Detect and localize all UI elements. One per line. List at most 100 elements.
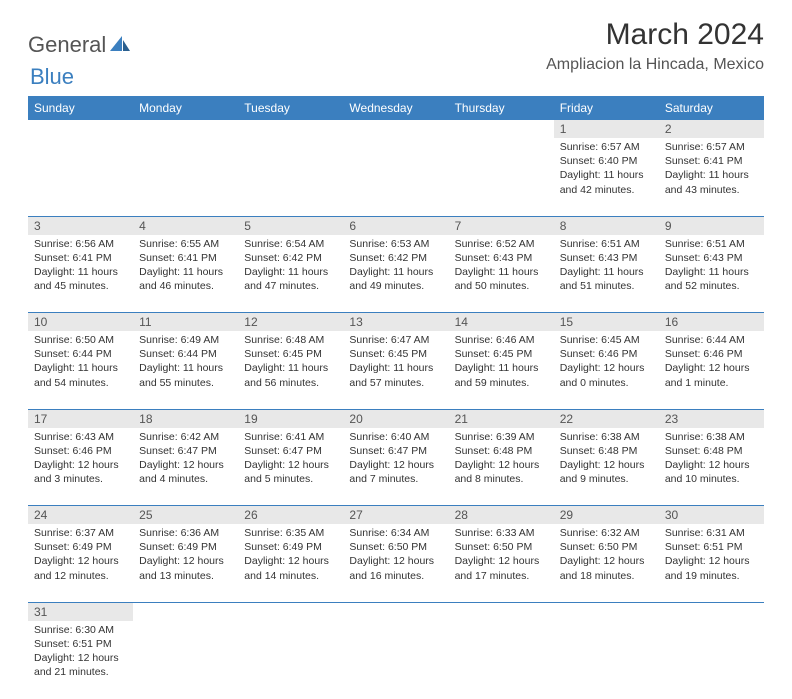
day-number: 22 — [554, 409, 659, 428]
day-cell: Sunrise: 6:38 AMSunset: 6:48 PMDaylight:… — [554, 428, 659, 506]
day-cell: Sunrise: 6:44 AMSunset: 6:46 PMDaylight:… — [659, 331, 764, 409]
day-number: 7 — [449, 216, 554, 235]
sunrise: Sunrise: 6:36 AM — [139, 526, 232, 540]
sunrise: Sunrise: 6:51 AM — [560, 237, 653, 251]
daylight: Daylight: 11 hours and 45 minutes. — [34, 265, 127, 293]
day-cell: Sunrise: 6:53 AMSunset: 6:42 PMDaylight:… — [343, 235, 448, 313]
day-cell — [554, 621, 659, 699]
daynum-row: 24252627282930 — [28, 506, 764, 525]
day-number: 27 — [343, 506, 448, 525]
day-number — [238, 120, 343, 138]
day-cell: Sunrise: 6:39 AMSunset: 6:48 PMDaylight:… — [449, 428, 554, 506]
day-number: 1 — [554, 120, 659, 138]
day-number: 17 — [28, 409, 133, 428]
day-cell — [343, 621, 448, 699]
day-cell — [659, 621, 764, 699]
sunrise: Sunrise: 6:42 AM — [139, 430, 232, 444]
daylight: Daylight: 11 hours and 59 minutes. — [455, 361, 548, 389]
sunset: Sunset: 6:44 PM — [139, 347, 232, 361]
sunrise: Sunrise: 6:56 AM — [34, 237, 127, 251]
day-cell: Sunrise: 6:41 AMSunset: 6:47 PMDaylight:… — [238, 428, 343, 506]
sunset: Sunset: 6:47 PM — [139, 444, 232, 458]
daylight: Daylight: 12 hours and 18 minutes. — [560, 554, 653, 582]
day-number: 23 — [659, 409, 764, 428]
sunrise: Sunrise: 6:37 AM — [34, 526, 127, 540]
day-cell: Sunrise: 6:50 AMSunset: 6:44 PMDaylight:… — [28, 331, 133, 409]
weekday-header: Friday — [554, 96, 659, 120]
sunset: Sunset: 6:49 PM — [139, 540, 232, 554]
sunrise: Sunrise: 6:50 AM — [34, 333, 127, 347]
day-number — [238, 602, 343, 621]
weekday-header: Saturday — [659, 96, 764, 120]
day-number: 31 — [28, 602, 133, 621]
sunrise: Sunrise: 6:35 AM — [244, 526, 337, 540]
sunset: Sunset: 6:45 PM — [349, 347, 442, 361]
calendar-table: Sunday Monday Tuesday Wednesday Thursday… — [28, 96, 764, 699]
sunrise: Sunrise: 6:51 AM — [665, 237, 758, 251]
day-cell: Sunrise: 6:55 AMSunset: 6:41 PMDaylight:… — [133, 235, 238, 313]
weekday-header: Monday — [133, 96, 238, 120]
daylight: Daylight: 11 hours and 43 minutes. — [665, 168, 758, 196]
day-cell: Sunrise: 6:43 AMSunset: 6:46 PMDaylight:… — [28, 428, 133, 506]
day-number: 24 — [28, 506, 133, 525]
sunrise: Sunrise: 6:30 AM — [34, 623, 127, 637]
sunrise: Sunrise: 6:54 AM — [244, 237, 337, 251]
day-cell — [28, 138, 133, 216]
daynum-row: 12 — [28, 120, 764, 138]
week-row: Sunrise: 6:50 AMSunset: 6:44 PMDaylight:… — [28, 331, 764, 409]
week-row: Sunrise: 6:57 AMSunset: 6:40 PMDaylight:… — [28, 138, 764, 216]
sunrise: Sunrise: 6:46 AM — [455, 333, 548, 347]
sunset: Sunset: 6:44 PM — [34, 347, 127, 361]
sunrise: Sunrise: 6:44 AM — [665, 333, 758, 347]
day-cell: Sunrise: 6:46 AMSunset: 6:45 PMDaylight:… — [449, 331, 554, 409]
day-number — [449, 120, 554, 138]
day-cell — [343, 138, 448, 216]
day-cell: Sunrise: 6:38 AMSunset: 6:48 PMDaylight:… — [659, 428, 764, 506]
day-cell — [449, 621, 554, 699]
day-number: 30 — [659, 506, 764, 525]
sunset: Sunset: 6:41 PM — [665, 154, 758, 168]
logo-text-1: General — [28, 32, 106, 58]
day-cell: Sunrise: 6:33 AMSunset: 6:50 PMDaylight:… — [449, 524, 554, 602]
sunset: Sunset: 6:50 PM — [560, 540, 653, 554]
sunset: Sunset: 6:49 PM — [34, 540, 127, 554]
sunrise: Sunrise: 6:53 AM — [349, 237, 442, 251]
day-number: 29 — [554, 506, 659, 525]
day-number: 3 — [28, 216, 133, 235]
sunset: Sunset: 6:40 PM — [560, 154, 653, 168]
sunset: Sunset: 6:48 PM — [560, 444, 653, 458]
sunrise: Sunrise: 6:38 AM — [560, 430, 653, 444]
day-cell — [238, 138, 343, 216]
day-number — [28, 120, 133, 138]
daylight: Daylight: 11 hours and 56 minutes. — [244, 361, 337, 389]
day-cell — [133, 621, 238, 699]
daylight: Daylight: 11 hours and 46 minutes. — [139, 265, 232, 293]
day-number: 13 — [343, 313, 448, 332]
sunrise: Sunrise: 6:55 AM — [139, 237, 232, 251]
sunrise: Sunrise: 6:40 AM — [349, 430, 442, 444]
sunset: Sunset: 6:42 PM — [244, 251, 337, 265]
day-number: 8 — [554, 216, 659, 235]
sunset: Sunset: 6:47 PM — [244, 444, 337, 458]
daylight: Daylight: 11 hours and 51 minutes. — [560, 265, 653, 293]
logo: General — [28, 32, 132, 58]
sunset: Sunset: 6:43 PM — [560, 251, 653, 265]
weekday-header: Thursday — [449, 96, 554, 120]
sunset: Sunset: 6:50 PM — [349, 540, 442, 554]
day-number — [659, 602, 764, 621]
day-cell: Sunrise: 6:49 AMSunset: 6:44 PMDaylight:… — [133, 331, 238, 409]
logo-text-2: Blue — [30, 64, 74, 89]
day-number: 4 — [133, 216, 238, 235]
day-number — [343, 120, 448, 138]
day-number: 9 — [659, 216, 764, 235]
weekday-header: Wednesday — [343, 96, 448, 120]
day-number: 12 — [238, 313, 343, 332]
daylight: Daylight: 12 hours and 14 minutes. — [244, 554, 337, 582]
sunset: Sunset: 6:45 PM — [244, 347, 337, 361]
sunrise: Sunrise: 6:52 AM — [455, 237, 548, 251]
day-number: 26 — [238, 506, 343, 525]
day-cell: Sunrise: 6:54 AMSunset: 6:42 PMDaylight:… — [238, 235, 343, 313]
daylight: Daylight: 12 hours and 10 minutes. — [665, 458, 758, 486]
day-cell: Sunrise: 6:40 AMSunset: 6:47 PMDaylight:… — [343, 428, 448, 506]
day-number: 18 — [133, 409, 238, 428]
